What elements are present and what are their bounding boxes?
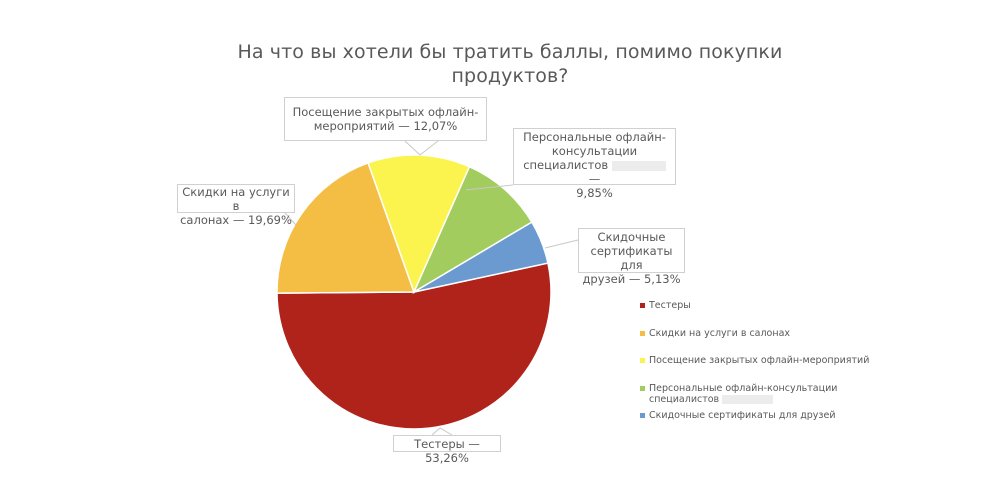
- legend-label: Посещение закрытых офлайн-мероприятий: [649, 355, 870, 366]
- pie-slice-discounts: [276, 161, 416, 294]
- data-label-text: —: [588, 172, 601, 186]
- data-label-line: 9,85%: [576, 186, 613, 200]
- pie-slice-consult: [412, 165, 533, 294]
- legend-item-certs: Скидочные сертификаты для друзей: [640, 410, 836, 421]
- data-label-line: Скидочные: [597, 230, 666, 244]
- leader-line-discounts: [284, 212, 297, 226]
- legend-item-consult: Персональные офлайн-консультации специал…: [640, 383, 837, 405]
- data-label-certs: Скидочные сертификаты для друзей — 5,13%: [578, 228, 685, 286]
- redacted-block: [722, 395, 774, 404]
- redacted-block: [611, 160, 666, 171]
- data-label-line: салонах — 19,69%: [180, 213, 292, 227]
- data-label-line: специалистов —: [518, 158, 671, 186]
- data-label-discounts: Скидки на услуги в салонах — 19,69%: [177, 184, 295, 227]
- legend-label: Скидки на услуги в салонах: [649, 328, 791, 339]
- data-label-text: специалистов: [523, 158, 609, 172]
- legend-item-testers: Тестеры: [640, 300, 691, 311]
- data-label-events: Посещение закрытых офлайн- мероприятий —…: [284, 97, 487, 141]
- pie-slice-testers: [276, 262, 552, 430]
- legend-swatch-icon: [640, 386, 645, 391]
- legend-label: Персональные офлайн-консультации: [649, 383, 838, 394]
- legend-item-discounts: Скидки на услуги в салонах: [640, 328, 790, 339]
- data-label-line: Скидки на услуги в: [182, 185, 290, 213]
- chart-title-line-1: На что вы хотели бы тратить баллы, помим…: [237, 41, 783, 63]
- leader-line-certs: [544, 239, 579, 249]
- data-label-line: Персональные офлайн-: [523, 130, 666, 144]
- legend-label: Скидочные сертификаты для друзей: [649, 410, 836, 421]
- pie-slices: [276, 154, 552, 430]
- legend-label-text: специалистов: [649, 394, 720, 405]
- data-label-consult: Персональные офлайн- консультации специа…: [513, 128, 676, 200]
- leader-line-consult: [465, 184, 514, 191]
- data-label-line: Посещение закрытых офлайн-: [292, 105, 479, 119]
- data-label-line: друзей — 5,13%: [582, 272, 681, 286]
- legend-label-group: Персональные офлайн-консультации специал…: [649, 383, 837, 405]
- data-label-testers: Тестеры — 53,26%: [393, 435, 501, 465]
- leader-lines: [284, 140, 579, 436]
- pie-slice-certs: [413, 221, 549, 293]
- chart-title: На что вы хотели бы тратить баллы, помим…: [230, 40, 790, 88]
- legend-label-line2: специалистов: [649, 394, 837, 405]
- legend-swatch-icon: [640, 303, 645, 308]
- legend-label: Тестеры: [649, 300, 691, 311]
- leader-line-testers: [431, 427, 453, 436]
- legend-swatch-icon: [640, 358, 645, 363]
- data-label-line: сертификаты для: [590, 244, 673, 272]
- data-label-line: мероприятий — 12,07%: [313, 119, 458, 133]
- legend-swatch-icon: [640, 413, 645, 418]
- pie-slice-events: [367, 154, 471, 295]
- chart-title-line-2: продуктов?: [451, 65, 569, 87]
- data-label-line: консультации: [551, 144, 638, 158]
- legend-swatch-icon: [640, 331, 645, 336]
- legend-item-events: Посещение закрытых офлайн-мероприятий: [640, 355, 869, 366]
- leader-line-events: [404, 140, 439, 156]
- data-label-line: Тестеры — 53,26%: [414, 437, 480, 465]
